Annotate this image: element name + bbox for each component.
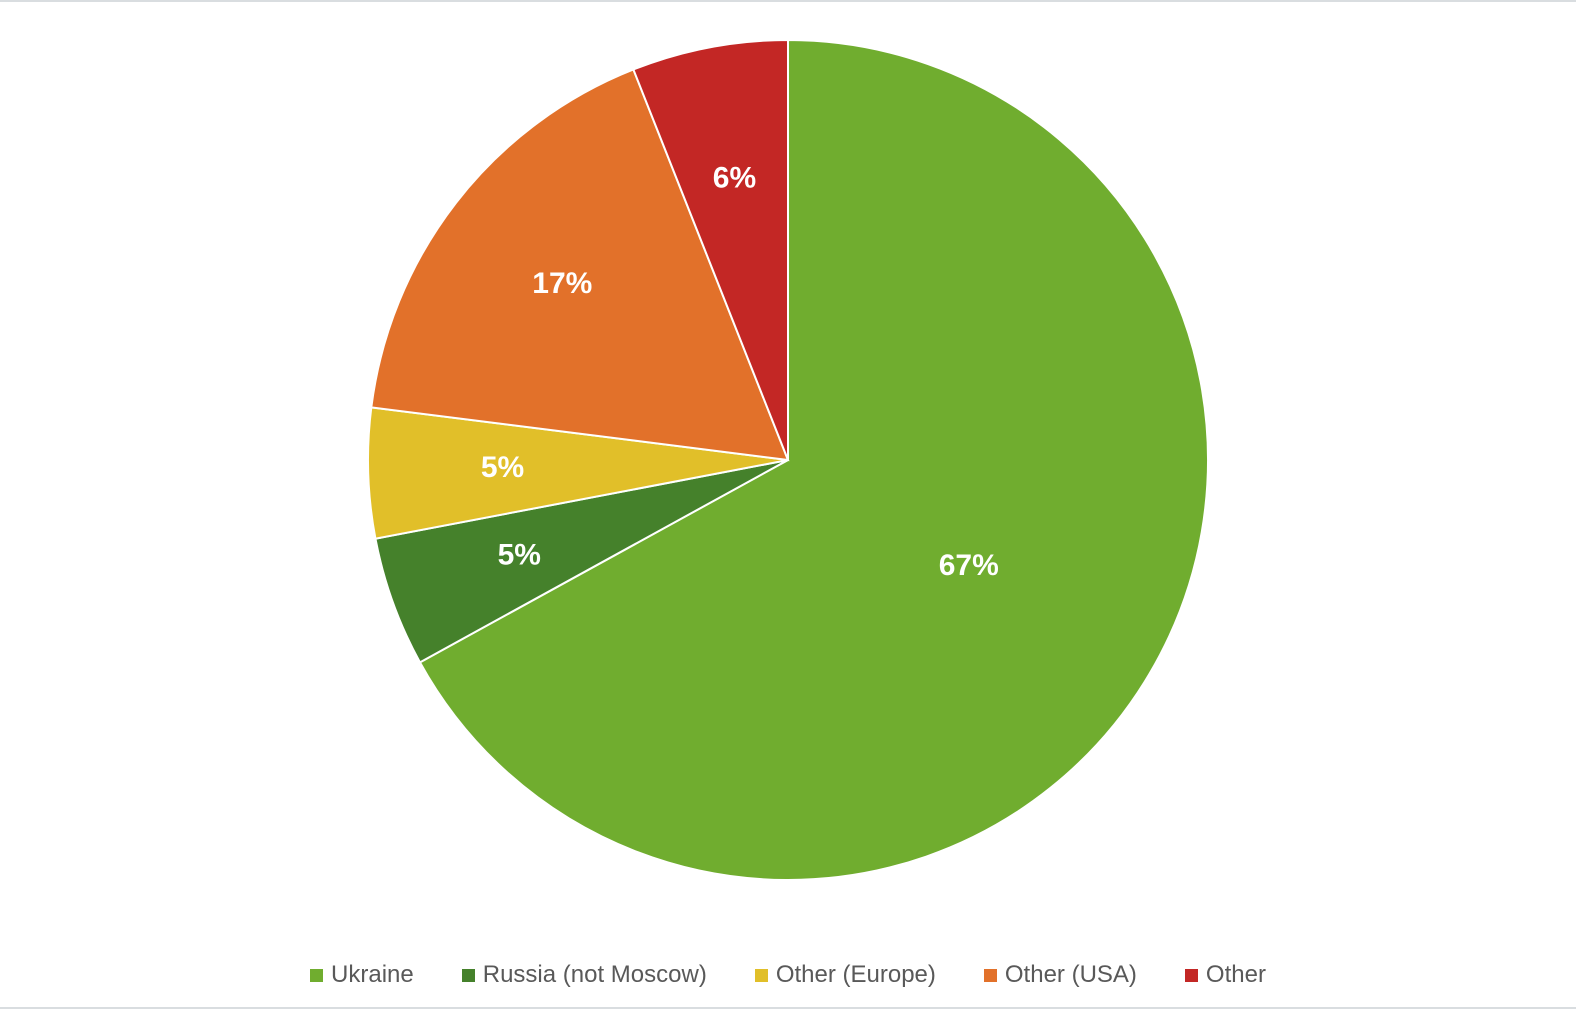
legend-item: Other (USA) xyxy=(984,961,1137,989)
chart-frame: 67% 5% 5% 17% 6% Ukraine Russia (not Moscow) O… xyxy=(0,0,1576,1009)
legend-item: Ukraine xyxy=(310,961,414,989)
legend-item: Other (Europe) xyxy=(755,961,936,989)
legend-label: Other (Europe) xyxy=(776,961,936,989)
legend-item: Russia (not Moscow) xyxy=(462,961,707,989)
pie-slice-label: 5% xyxy=(481,450,524,483)
legend-swatch xyxy=(984,969,997,982)
legend-label: Ukraine xyxy=(331,961,414,989)
legend-item: Other xyxy=(1185,961,1266,989)
legend-swatch xyxy=(462,969,475,982)
pie-slice-label: 6% xyxy=(713,161,756,194)
legend-label: Other xyxy=(1206,961,1266,989)
legend-swatch xyxy=(1185,969,1198,982)
legend-swatch xyxy=(755,969,768,982)
pie-slice-label: 67% xyxy=(939,548,999,581)
pie-slice-label: 5% xyxy=(498,538,541,571)
legend-swatch xyxy=(310,969,323,982)
pie-chart: 67% 5% 5% 17% 6% xyxy=(0,2,1576,917)
pie-slice-label: 17% xyxy=(532,266,592,299)
legend: Ukraine Russia (not Moscow) Other (Europe)… xyxy=(0,961,1576,989)
legend-label: Russia (not Moscow) xyxy=(483,961,707,989)
legend-label: Other (USA) xyxy=(1005,961,1137,989)
